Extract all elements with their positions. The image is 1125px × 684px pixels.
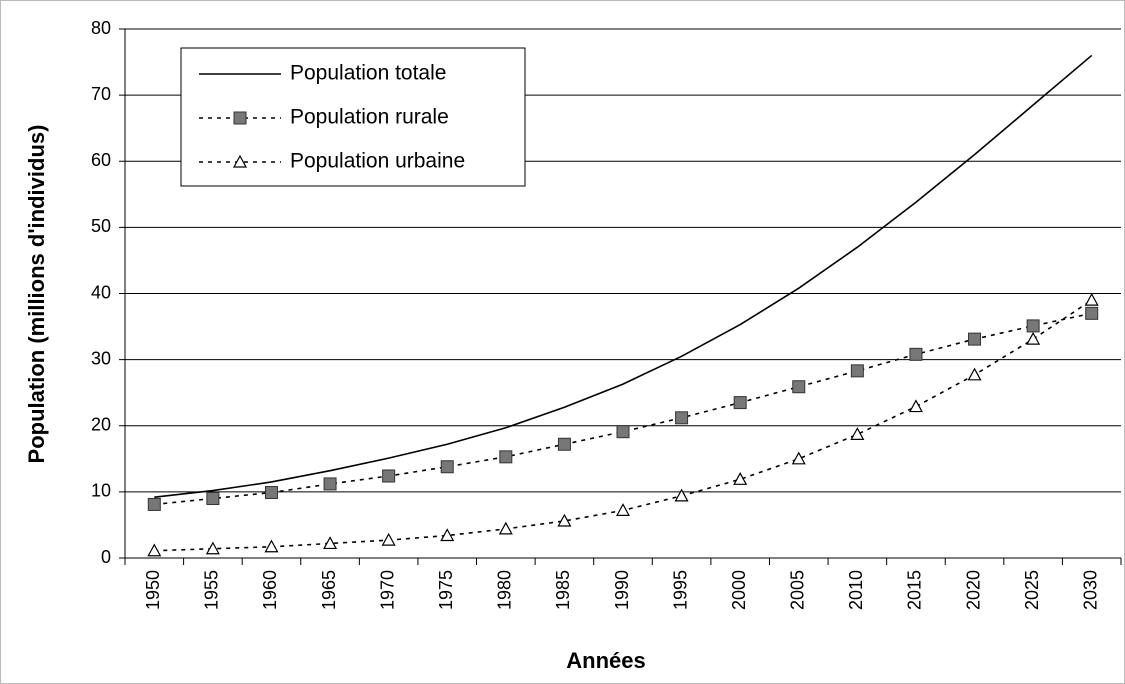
- marker: [264, 539, 279, 553]
- y-tick-label: 40: [91, 282, 111, 302]
- marker: [908, 399, 923, 413]
- marker: [440, 460, 454, 474]
- marker: [205, 541, 220, 555]
- marker: [792, 380, 806, 394]
- marker: [147, 543, 162, 557]
- x-tick-label: 1985: [553, 570, 573, 610]
- marker: [1085, 306, 1099, 320]
- y-tick-label: 0: [101, 547, 111, 567]
- x-tick-label: 1980: [495, 570, 515, 610]
- marker: [967, 367, 982, 381]
- marker: [382, 469, 396, 483]
- legend-marker: [233, 111, 247, 125]
- y-tick-label: 20: [91, 415, 111, 435]
- marker: [206, 491, 220, 505]
- y-tick-label: 80: [91, 18, 111, 38]
- marker: [557, 437, 571, 451]
- marker: [381, 532, 396, 546]
- marker: [850, 364, 864, 378]
- x-tick-label: 1950: [143, 570, 163, 610]
- x-tick-label: 2030: [1080, 570, 1100, 610]
- x-tick-label: 1970: [377, 570, 397, 610]
- x-tick-label: 1990: [612, 570, 632, 610]
- marker: [147, 497, 161, 511]
- y-tick-label: 70: [91, 84, 111, 104]
- marker: [1026, 331, 1041, 345]
- marker: [499, 450, 513, 464]
- marker: [440, 528, 455, 542]
- x-tick-label: 2020: [963, 570, 983, 610]
- y-tick-label: 30: [91, 348, 111, 368]
- series-line: [154, 54, 1093, 498]
- legend-label: Population urbaine: [290, 150, 465, 173]
- marker: [1026, 319, 1040, 333]
- legend-label: Population rurale: [290, 106, 449, 129]
- marker: [909, 347, 923, 361]
- marker: [675, 411, 689, 425]
- legend-marker: [232, 154, 248, 168]
- x-tick-label: 1995: [670, 570, 690, 610]
- y-tick-label: 60: [91, 150, 111, 170]
- x-tick-label: 2000: [729, 570, 749, 610]
- marker: [615, 503, 631, 516]
- x-tick-label: 1960: [260, 570, 280, 610]
- y-tick-label: 50: [91, 216, 111, 236]
- marker: [791, 451, 806, 465]
- marker: [968, 332, 982, 346]
- x-tick-label: 1965: [319, 570, 339, 610]
- marker: [733, 396, 747, 410]
- x-tick-label: 1955: [202, 570, 222, 610]
- x-tick-label: 2015: [905, 570, 925, 610]
- marker: [1084, 292, 1099, 306]
- y-tick-label: 10: [91, 481, 111, 501]
- marker: [323, 477, 337, 491]
- marker: [498, 521, 513, 535]
- x-tick-label: 2025: [1022, 570, 1042, 610]
- marker: [850, 427, 865, 440]
- x-axis-title: Années: [566, 648, 645, 673]
- x-tick-label: 1975: [436, 570, 456, 610]
- legend-label: Population totale: [290, 62, 446, 85]
- marker: [557, 513, 572, 527]
- marker: [323, 536, 338, 550]
- x-tick-label: 2005: [788, 570, 808, 610]
- y-axis-title: Population (millions d'individus): [24, 125, 49, 464]
- marker: [674, 488, 689, 502]
- marker: [733, 472, 748, 485]
- marker: [616, 425, 630, 439]
- marker: [264, 486, 278, 500]
- x-tick-label: 2010: [846, 570, 866, 610]
